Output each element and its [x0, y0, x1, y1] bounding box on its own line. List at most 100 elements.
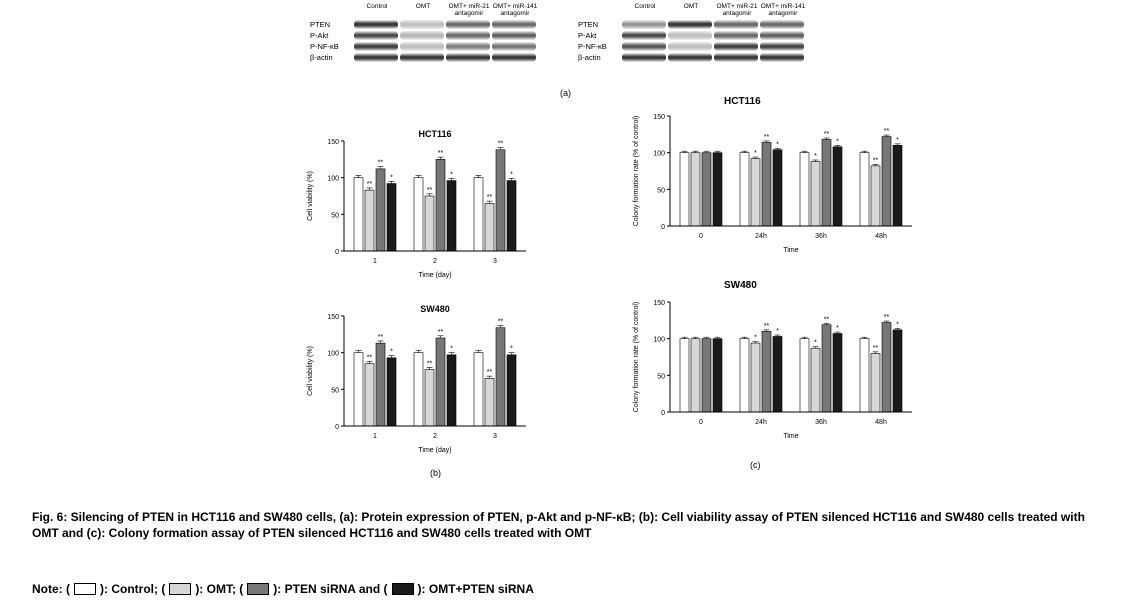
y-tick-label: 100	[653, 151, 665, 158]
bar	[496, 150, 505, 251]
blot-row: P-Akt	[578, 31, 806, 40]
bar	[860, 339, 869, 412]
blot-lane	[492, 31, 536, 40]
bar	[507, 355, 516, 426]
blot-row-label: P-Akt	[578, 31, 622, 40]
bar	[871, 353, 880, 412]
chart-title: HCT116	[418, 129, 451, 139]
y-tick-label: 0	[335, 249, 339, 256]
bar	[680, 153, 689, 226]
bar	[414, 178, 423, 251]
bar	[507, 181, 516, 251]
bar	[387, 184, 396, 251]
blot-lane	[354, 53, 398, 62]
legend-swatch	[392, 583, 414, 595]
blot-lane	[492, 53, 536, 62]
significance-marker: *	[814, 153, 817, 160]
significance-marker: **	[498, 141, 504, 148]
blot-lane	[400, 31, 444, 40]
y-tick-label: 0	[661, 224, 665, 231]
y-tick-label: 150	[653, 300, 665, 307]
significance-marker: **	[378, 334, 384, 341]
bar	[713, 153, 722, 226]
y-tick-label: 100	[653, 337, 665, 344]
blot-column-label: OMT+ miR-21 antagomir	[446, 4, 492, 18]
x-tick-label: 48h	[875, 419, 887, 426]
significance-marker: *	[814, 340, 817, 347]
x-tick-label: 1	[373, 433, 377, 440]
blot-lane	[760, 20, 804, 29]
blot-row-label: PTEN	[578, 20, 622, 29]
blot-lane	[354, 42, 398, 51]
bar	[893, 330, 902, 412]
bar	[691, 339, 700, 412]
y-axis-label: Colony formation rate (% of control)	[633, 302, 640, 413]
blot-lane	[622, 31, 666, 40]
blot-row-label: P-NF-κB	[310, 42, 354, 51]
blot-lane	[400, 20, 444, 29]
blot-row: β-actin	[310, 53, 538, 62]
bar	[365, 364, 374, 426]
bar	[496, 328, 505, 426]
bar	[751, 159, 760, 226]
significance-marker: **	[764, 323, 770, 330]
significance-marker: **	[498, 319, 504, 326]
x-tick-label: 3	[493, 258, 497, 265]
y-tick-label: 50	[331, 387, 339, 394]
blot-lane	[622, 53, 666, 62]
blot-lane	[760, 42, 804, 51]
bar	[425, 196, 434, 251]
bar	[893, 145, 902, 226]
blot-lane	[446, 42, 490, 51]
x-axis-label: Time (day)	[418, 447, 451, 454]
bar	[773, 150, 782, 226]
y-tick-label: 50	[331, 212, 339, 219]
significance-marker: **	[487, 369, 493, 376]
blot-column-label: OMT+ miR-21 antagomir	[714, 4, 760, 18]
significance-marker: **	[764, 134, 770, 141]
blot-column-label: Control	[622, 4, 668, 18]
y-tick-label: 50	[657, 187, 665, 194]
blot-row: PTEN	[310, 20, 538, 29]
chart-c-hct116: 0501001500****24h****36h*****48hColony f…	[626, 100, 918, 260]
significance-marker: **	[824, 316, 830, 323]
significance-marker: **	[884, 128, 890, 135]
significance-marker: *	[450, 346, 453, 353]
bar	[833, 147, 842, 226]
legend-swatch	[74, 583, 96, 595]
significance-marker: **	[367, 354, 373, 361]
blot-lane	[354, 31, 398, 40]
chart-c-sw480: 0501001500****24h****36h*****48hColony f…	[626, 286, 918, 446]
significance-marker: **	[378, 160, 384, 167]
note-text: ): PTEN siRNA and (	[273, 582, 387, 596]
y-tick-label: 150	[327, 314, 339, 321]
blot-lane	[668, 31, 712, 40]
x-axis-label: Time	[783, 433, 798, 440]
blot-lane	[400, 42, 444, 51]
bar	[762, 331, 771, 412]
note-text: ): OMT+PTEN siRNA	[418, 582, 534, 596]
bar	[702, 339, 711, 412]
significance-marker: **	[438, 329, 444, 336]
bar	[800, 339, 809, 412]
panel-b-caption: (b)	[430, 468, 441, 478]
western-blot-block: ControlOMTOMT+ miR-21 antagomirOMT+ miR-…	[310, 4, 538, 62]
blot-row-label: β-actin	[578, 53, 622, 62]
y-tick-label: 150	[653, 114, 665, 121]
blot-lane	[714, 31, 758, 40]
bar	[436, 338, 445, 426]
x-tick-label: 0	[699, 233, 703, 240]
bar	[871, 166, 880, 226]
significance-marker: **	[427, 187, 433, 194]
bar	[691, 153, 700, 226]
chart-title: SW480	[420, 304, 450, 314]
significance-marker: *	[390, 349, 393, 356]
western-blot-block: ControlOMTOMT+ miR-21 antagomirOMT+ miR-…	[578, 4, 806, 62]
blot-row-label: β-actin	[310, 53, 354, 62]
blot-row: PTEN	[578, 20, 806, 29]
x-axis-label: Time	[783, 247, 798, 254]
bar	[680, 339, 689, 412]
bar	[485, 203, 494, 251]
significance-marker: *	[896, 137, 899, 144]
significance-marker: *	[754, 335, 757, 342]
